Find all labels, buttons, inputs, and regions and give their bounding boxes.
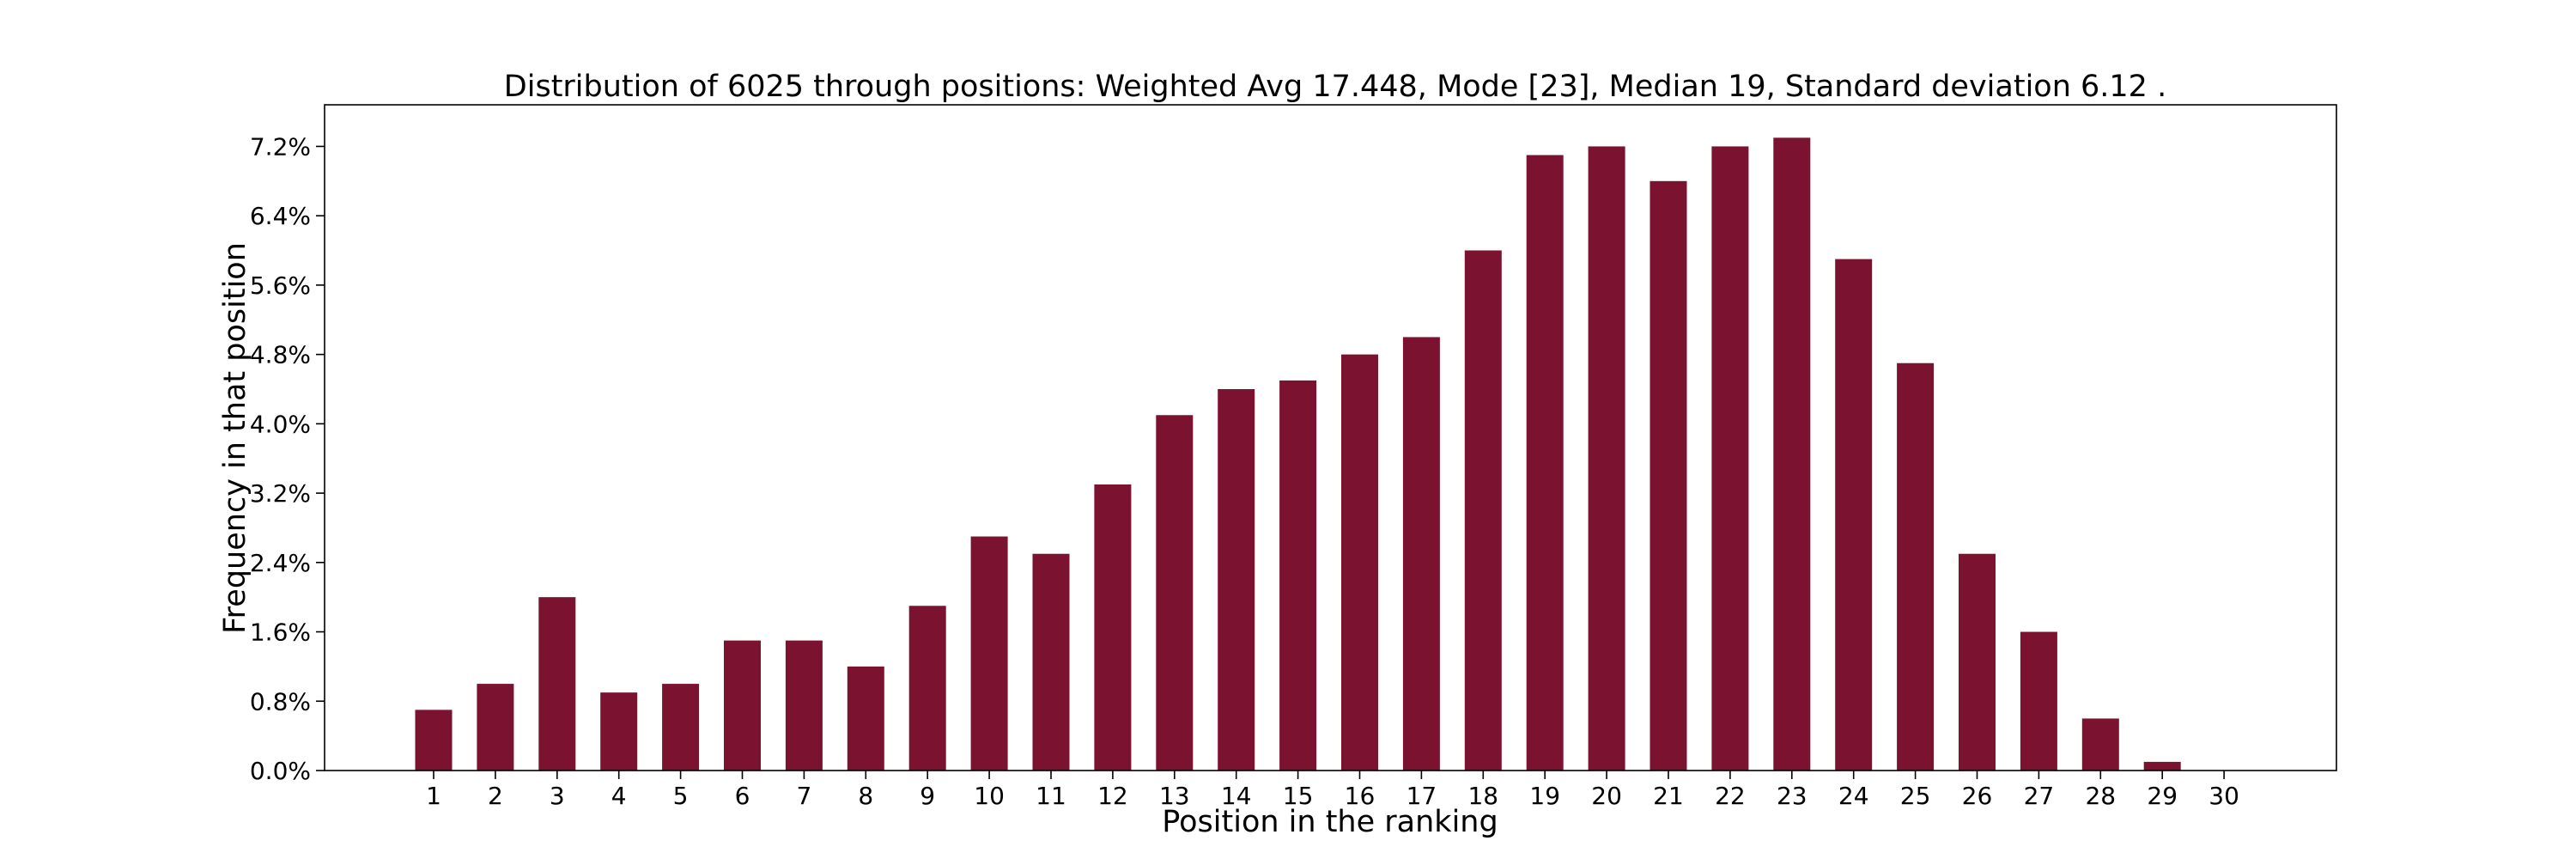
bar-15 <box>1279 380 1317 771</box>
x-tick-label: 7 <box>796 782 811 810</box>
bar-1 <box>415 710 453 771</box>
x-tick-label: 27 <box>2024 782 2055 810</box>
x-tick-label: 10 <box>974 782 1005 810</box>
x-tick-label: 22 <box>1715 782 1746 810</box>
y-axis-label: Frequency in that position <box>218 242 252 634</box>
bar-12 <box>1094 484 1132 771</box>
y-tick-label: 0.8% <box>250 687 311 716</box>
bar-22 <box>1711 146 1749 771</box>
y-tick-label: 4.0% <box>250 410 311 438</box>
bar-24 <box>1835 259 1873 771</box>
x-tick-label: 15 <box>1283 782 1314 810</box>
x-tick-label: 18 <box>1467 782 1498 810</box>
x-tick-label: 3 <box>550 782 565 810</box>
bar-2 <box>477 684 514 771</box>
x-tick-label: 23 <box>1777 782 1807 810</box>
x-tick-label: 29 <box>2147 782 2178 810</box>
x-tick-label: 26 <box>1962 782 1993 810</box>
x-tick-label: 1 <box>426 782 441 810</box>
y-tick-label: 5.6% <box>250 271 311 300</box>
x-tick-label: 6 <box>735 782 750 810</box>
bar-7 <box>785 640 823 771</box>
y-tick-label: 4.8% <box>250 341 311 369</box>
bar-4 <box>600 692 638 771</box>
chart-title: Distribution of 6025 through positions: … <box>504 70 2166 104</box>
x-tick-label: 11 <box>1036 782 1066 810</box>
x-tick-label: 24 <box>1838 782 1869 810</box>
bar-9 <box>908 606 946 771</box>
bar-3 <box>538 597 576 771</box>
x-tick-label: 9 <box>920 782 935 810</box>
y-tick-label: 6.4% <box>250 202 311 230</box>
y-axis: 0.0% 0.8% 1.6% 2.4% 3.2% 4.0% 4.8% 5.6% 6.4% 7.2% <box>250 132 325 785</box>
x-tick-label: 8 <box>858 782 873 810</box>
x-axis: 1 2 3 4 5 6 7 8 9 10 11 12 13 14 15 16 17 18 19 20 21 22 23 24 2… <box>426 771 2239 810</box>
bar-11 <box>1032 553 1070 771</box>
bar-19 <box>1526 155 1564 771</box>
bar-20 <box>1588 146 1625 771</box>
x-tick-label: 5 <box>673 782 689 810</box>
bar-8 <box>847 666 884 771</box>
bar-26 <box>1959 553 1996 771</box>
bars-group <box>415 137 2181 771</box>
x-tick-label: 17 <box>1406 782 1437 810</box>
bar-14 <box>1218 388 1255 771</box>
bar-29 <box>2143 761 2181 771</box>
bar-23 <box>1773 137 1811 771</box>
x-tick-label: 4 <box>611 782 627 810</box>
bar-27 <box>2020 631 2057 771</box>
plot-frame <box>324 104 2337 771</box>
bar-25 <box>1897 362 1935 771</box>
bar-17 <box>1402 337 1440 771</box>
x-tick-label: 14 <box>1221 782 1252 810</box>
bar-18 <box>1464 250 1502 771</box>
bar-21 <box>1649 180 1687 771</box>
x-tick-label: 25 <box>1900 782 1931 810</box>
x-tick-label: 20 <box>1591 782 1622 810</box>
bar-5 <box>662 684 700 771</box>
bar-13 <box>1156 415 1194 771</box>
y-tick-label: 7.2% <box>250 132 311 161</box>
bar-16 <box>1341 354 1378 771</box>
x-tick-label: 12 <box>1097 782 1128 810</box>
bar-6 <box>724 640 761 771</box>
x-tick-label: 28 <box>2085 782 2116 810</box>
bar-28 <box>2081 718 2119 771</box>
x-tick-label: 30 <box>2208 782 2239 810</box>
x-tick-label: 16 <box>1345 782 1376 810</box>
y-tick-label: 1.6% <box>250 618 311 647</box>
x-tick-label: 19 <box>1529 782 1560 810</box>
bar-10 <box>970 536 1008 771</box>
y-tick-label: 2.4% <box>250 549 311 577</box>
x-tick-label: 13 <box>1159 782 1190 810</box>
x-axis-label: Position in the ranking <box>1162 805 1498 839</box>
x-tick-label: 2 <box>488 782 503 810</box>
x-tick-label: 21 <box>1653 782 1684 810</box>
y-tick-label: 3.2% <box>250 479 311 508</box>
y-tick-label: 0.0% <box>250 757 311 785</box>
